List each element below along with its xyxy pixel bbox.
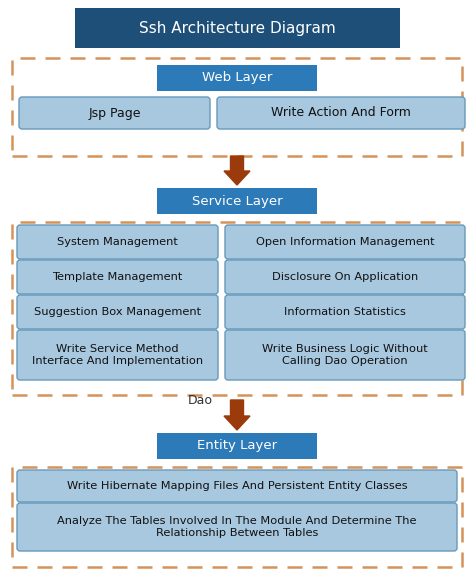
Text: Write Service Method
Interface And Implementation: Write Service Method Interface And Imple… (32, 344, 203, 366)
Text: System Management: System Management (57, 237, 178, 247)
FancyBboxPatch shape (17, 225, 218, 259)
Text: Analyze The Tables Involved In The Module And Determine The
Relationship Between: Analyze The Tables Involved In The Modul… (57, 516, 417, 538)
FancyBboxPatch shape (225, 295, 465, 329)
Text: Web Layer: Web Layer (202, 71, 272, 85)
FancyBboxPatch shape (17, 330, 218, 380)
FancyBboxPatch shape (157, 433, 317, 459)
Text: Entity Layer: Entity Layer (197, 439, 277, 453)
FancyBboxPatch shape (225, 225, 465, 259)
Text: Dao: Dao (188, 393, 212, 407)
FancyBboxPatch shape (75, 8, 400, 48)
FancyBboxPatch shape (217, 97, 465, 129)
FancyArrow shape (224, 156, 250, 185)
FancyBboxPatch shape (17, 260, 218, 294)
Text: Suggestion Box Management: Suggestion Box Management (34, 307, 201, 317)
FancyBboxPatch shape (157, 188, 317, 214)
FancyBboxPatch shape (225, 330, 465, 380)
Text: Template Management: Template Management (52, 272, 182, 282)
FancyBboxPatch shape (17, 295, 218, 329)
Text: Information Statistics: Information Statistics (284, 307, 406, 317)
Text: Write Action And Form: Write Action And Form (271, 106, 411, 120)
Text: Jsp Page: Jsp Page (88, 106, 141, 120)
Text: Open Information Management: Open Information Management (255, 237, 434, 247)
Bar (12, 467, 462, 567)
Text: Disclosure On Application: Disclosure On Application (272, 272, 418, 282)
FancyBboxPatch shape (17, 470, 457, 502)
Bar (12, 58, 462, 156)
Text: Service Layer: Service Layer (191, 194, 283, 208)
FancyBboxPatch shape (17, 503, 457, 551)
Text: Write Business Logic Without
Calling Dao Operation: Write Business Logic Without Calling Dao… (262, 344, 428, 366)
Text: Write Hibernate Mapping Files And Persistent Entity Classes: Write Hibernate Mapping Files And Persis… (67, 481, 407, 491)
FancyBboxPatch shape (19, 97, 210, 129)
Bar (12, 222, 462, 395)
Text: Ssh Architecture Diagram: Ssh Architecture Diagram (139, 21, 336, 36)
FancyBboxPatch shape (157, 65, 317, 91)
FancyBboxPatch shape (225, 260, 465, 294)
FancyArrow shape (224, 400, 250, 430)
